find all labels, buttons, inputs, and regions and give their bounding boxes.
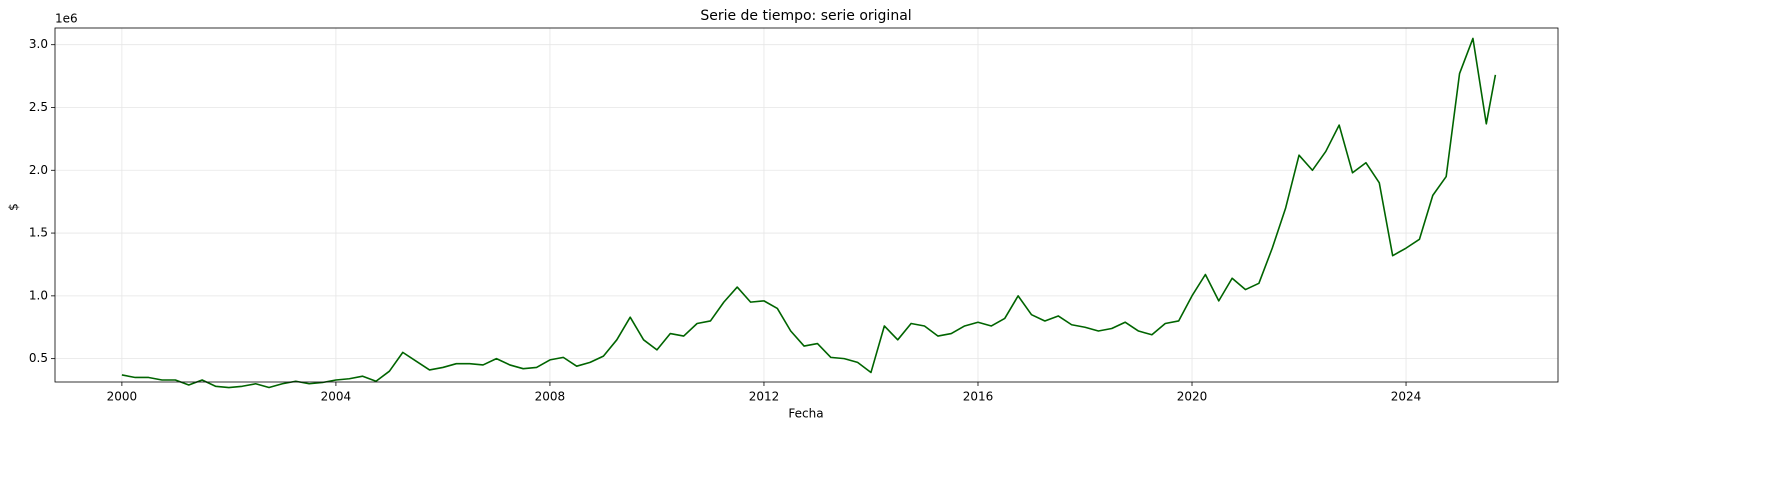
y-tick-label: 1.0 [29, 288, 48, 302]
x-tick-label: 2000 [107, 390, 138, 404]
chart-title: Serie de tiempo: serie original [700, 8, 911, 24]
x-tick-label: 2004 [321, 390, 352, 404]
y-tick-label: 1.5 [29, 226, 48, 240]
y-tick-label: 2.0 [29, 163, 48, 177]
y-offset-label: 1e6 [55, 12, 78, 26]
x-tick-label: 2008 [535, 390, 566, 404]
y-tick-label: 3.0 [29, 37, 48, 51]
y-tick-label: 0.5 [29, 351, 48, 365]
data-line [121, 37, 1497, 389]
x-tick-label: 2016 [963, 390, 994, 404]
x-tick-label: 2024 [1391, 390, 1422, 404]
x-tick-label: 2012 [749, 390, 780, 404]
x-tick-label: 2020 [1177, 390, 1208, 404]
y-axis-label: $ [7, 203, 21, 211]
x-axis-label: Fecha [788, 407, 823, 421]
plot-frame [54, 27, 1559, 383]
y-tick-label: 2.5 [29, 100, 48, 114]
